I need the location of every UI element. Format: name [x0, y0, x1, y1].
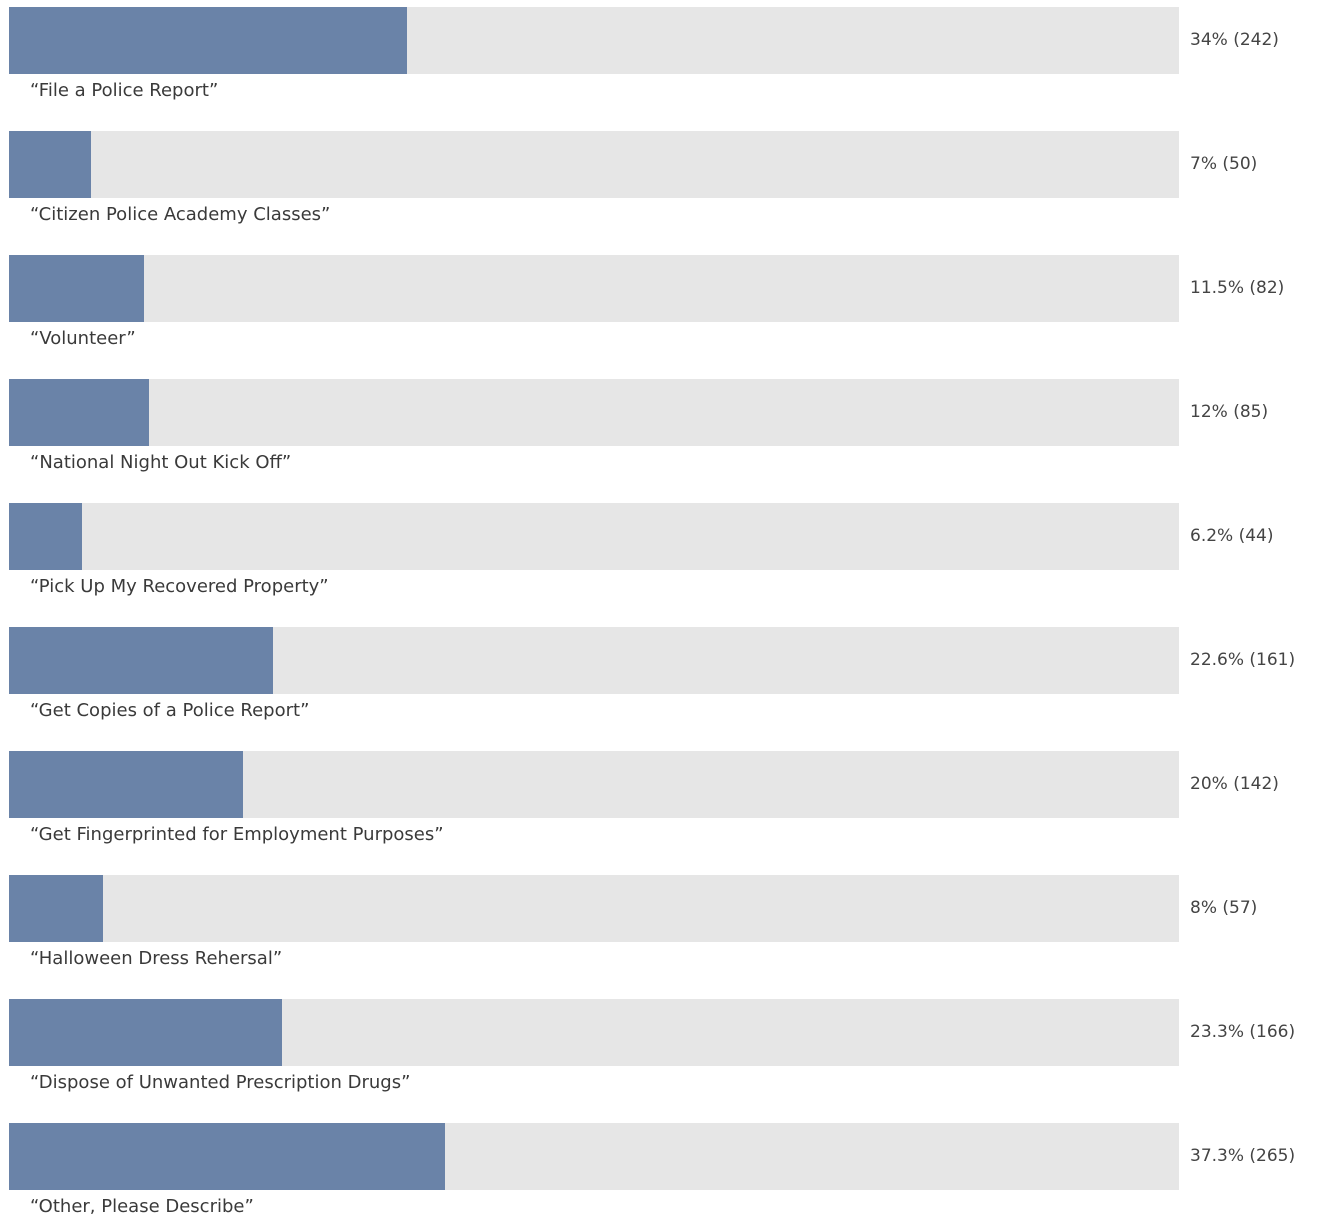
bar — [9, 255, 144, 322]
bar-row: 7% (50) “Citizen Police Academy Classes” — [0, 131, 1320, 237]
bar-track — [9, 875, 1179, 942]
category-label: “National Night Out Kick Off” — [30, 452, 292, 473]
bar-track — [9, 1123, 1179, 1190]
bar-track — [9, 751, 1179, 818]
bar-track — [9, 503, 1179, 570]
bar — [9, 7, 407, 74]
value-label: 12% (85) — [1190, 402, 1269, 422]
bar — [9, 627, 274, 694]
value-label: 6.2% (44) — [1190, 526, 1274, 546]
category-label: “File a Police Report” — [30, 80, 219, 101]
category-label: “Halloween Dress Rehersal” — [30, 948, 283, 969]
value-label: 8% (57) — [1190, 898, 1258, 918]
bar-track — [9, 131, 1179, 198]
bar-track — [9, 379, 1179, 446]
value-label: 11.5% (82) — [1190, 278, 1285, 298]
bar-row: 12% (85) “National Night Out Kick Off” — [0, 379, 1320, 485]
bar — [9, 875, 103, 942]
category-label: “Get Copies of a Police Report” — [30, 700, 310, 721]
bar-track — [9, 7, 1179, 74]
bar-row: 34% (242) “File a Police Report” — [0, 7, 1320, 113]
category-label: “Dispose of Unwanted Prescription Drugs” — [30, 1072, 411, 1093]
value-label: 22.6% (161) — [1190, 650, 1296, 670]
category-label: “Citizen Police Academy Classes” — [30, 204, 331, 225]
bar-track — [9, 627, 1179, 694]
value-label: 34% (242) — [1190, 30, 1279, 50]
bar — [9, 1123, 446, 1190]
bar — [9, 999, 282, 1066]
value-label: 7% (50) — [1190, 154, 1258, 174]
bar — [9, 131, 91, 198]
value-label: 20% (142) — [1190, 774, 1279, 794]
bar — [9, 751, 243, 818]
value-label: 23.3% (166) — [1190, 1022, 1296, 1042]
category-label: “Other, Please Describe” — [30, 1196, 254, 1217]
bar-row: 8% (57) “Halloween Dress Rehersal” — [0, 875, 1320, 981]
bar-row: 22.6% (161) “Get Copies of a Police Repor… — [0, 627, 1320, 733]
bar — [9, 503, 82, 570]
bar-track — [9, 255, 1179, 322]
value-label: 37.3% (265) — [1190, 1146, 1296, 1166]
bar-row: 6.2% (44) “Pick Up My Recovered Property” — [0, 503, 1320, 609]
bar — [9, 379, 150, 446]
bar-track — [9, 999, 1179, 1066]
bar-row: 37.3% (265) “Other, Please Describe” — [0, 1123, 1320, 1229]
bar-row: 20% (142) “Get Fingerprinted for Employme… — [0, 751, 1320, 857]
bar-row: 23.3% (166) “Dispose of Unwanted Prescrip… — [0, 999, 1320, 1105]
category-label: “Get Fingerprinted for Employment Purpos… — [30, 824, 444, 845]
category-label: “Volunteer” — [30, 328, 136, 349]
category-label: “Pick Up My Recovered Property” — [30, 576, 329, 597]
bar-row: 11.5% (82) “Volunteer” — [0, 255, 1320, 361]
